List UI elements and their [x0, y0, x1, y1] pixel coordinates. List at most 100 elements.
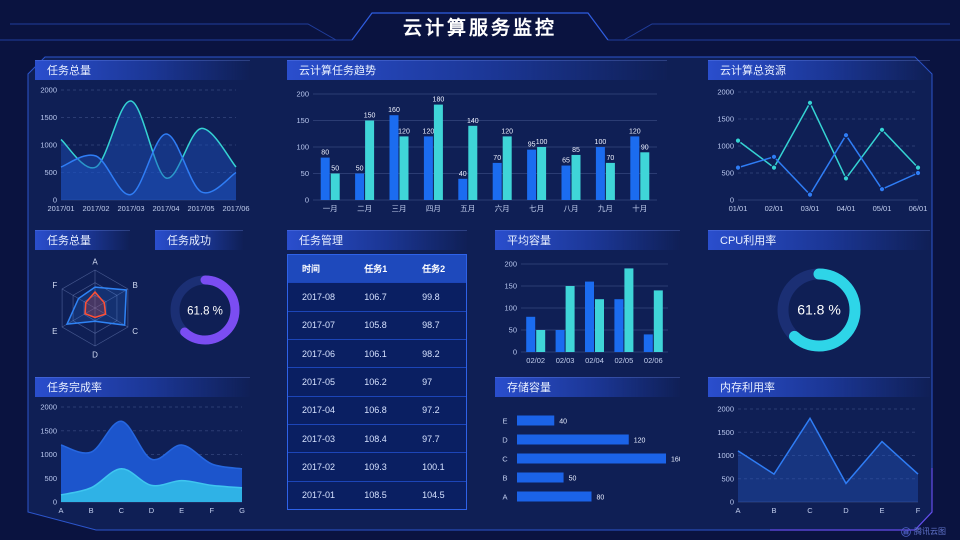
svg-text:1000: 1000	[717, 451, 734, 460]
svg-text:01/01: 01/01	[729, 204, 748, 213]
svg-text:F: F	[52, 281, 57, 290]
svg-text:A: A	[502, 493, 507, 502]
svg-text:95: 95	[528, 142, 536, 149]
table-row: 2017-05 106.2 97	[288, 367, 466, 395]
svg-text:0: 0	[513, 348, 517, 357]
panel-memory-utilization: 内存利用率 0 500 1000 1500 2000 A B C D E F	[708, 377, 930, 516]
header-circuit-decoration	[0, 12, 960, 41]
table-row: 2017-08 106.7 99.8	[288, 282, 466, 310]
panel-title-cpu-utilization: CPU利用率	[708, 230, 930, 250]
page-title: 云计算服务监控	[402, 18, 557, 39]
table-cell: 104.5	[422, 490, 445, 501]
svg-text:100: 100	[536, 139, 548, 146]
svg-text:A: A	[92, 258, 98, 267]
svg-text:0: 0	[305, 196, 309, 205]
svg-text:120: 120	[398, 128, 410, 135]
svg-text:06/01: 06/01	[909, 204, 928, 213]
svg-text:E: E	[179, 506, 184, 515]
table-cell: 97	[422, 376, 433, 387]
table-cell: 106.7	[364, 291, 387, 302]
table-row: 2017-07 105.8 98.7	[288, 310, 466, 339]
svg-text:100: 100	[595, 139, 607, 146]
svg-text:五月: 五月	[460, 204, 475, 213]
svg-text:E: E	[52, 327, 57, 336]
svg-text:02/02: 02/02	[526, 356, 545, 365]
panel-title-cloud-resources: 云计算总资源	[708, 60, 930, 80]
svg-text:02/01: 02/01	[765, 204, 784, 213]
table-cell: 2017-07	[302, 320, 336, 331]
panel-task-total-line: 任务总量 0 500 1000 1500 2000 2017/01 2017/02 2017/…	[35, 60, 250, 214]
panel-cloud-resources: 云计算总资源 0 500 1000 1500 2000 01/01 02/01 03/01 04…	[708, 60, 930, 214]
cloud-resources-line-chart: 0 500 1000 1500 2000 01/01 02/01 03/01 04/01 05/0…	[717, 88, 928, 214]
svg-text:2000: 2000	[717, 88, 734, 97]
svg-text:C: C	[132, 327, 138, 336]
svg-text:50: 50	[331, 166, 339, 173]
svg-text:1000: 1000	[717, 142, 734, 151]
svg-text:120: 120	[629, 128, 641, 135]
svg-text:F: F	[210, 506, 215, 515]
table-cell: 108.5	[364, 490, 387, 501]
svg-text:61.8 %: 61.8 %	[797, 302, 841, 318]
svg-text:1000: 1000	[40, 450, 57, 459]
svg-text:九月: 九月	[598, 204, 613, 213]
svg-text:120: 120	[501, 128, 513, 135]
svg-text:100: 100	[504, 304, 517, 313]
svg-text:0: 0	[730, 498, 734, 507]
table-cell: 2017-08	[302, 291, 336, 302]
watermark: 腾讯云图	[901, 526, 946, 537]
svg-text:G: G	[239, 506, 245, 515]
svg-text:2017/02: 2017/02	[82, 204, 109, 213]
svg-text:03/01: 03/01	[801, 204, 820, 213]
task-total-line-chart: 0 500 1000 1500 2000 2017/01 2017/02 2017/03 201…	[40, 86, 249, 214]
svg-text:六月: 六月	[495, 203, 510, 213]
memory-line-chart: 0 500 1000 1500 2000 A B C D E F	[717, 405, 920, 516]
svg-text:04/01: 04/01	[837, 204, 856, 213]
svg-text:C: C	[119, 506, 125, 515]
svg-text:61.8 %: 61.8 %	[187, 306, 223, 318]
panel-title-task-management: 任务管理	[287, 230, 467, 250]
table-cell: 106.8	[364, 405, 387, 416]
table-cell: 108.4	[364, 433, 387, 444]
svg-text:200: 200	[296, 90, 309, 99]
panel-title-completion-rate: 任务完成率	[35, 377, 250, 397]
svg-text:0: 0	[53, 196, 57, 205]
svg-text:500: 500	[44, 474, 57, 483]
svg-text:120: 120	[634, 438, 646, 445]
svg-text:C: C	[502, 455, 508, 464]
table-row: 2017-06 106.1 98.2	[288, 338, 466, 367]
svg-text:50: 50	[569, 476, 577, 483]
panel-cpu-utilization: CPU利用率 61.8 %	[708, 230, 930, 366]
panel-title-memory-utilization: 内存利用率	[708, 377, 930, 397]
svg-text:1500: 1500	[40, 426, 57, 435]
svg-text:D: D	[843, 506, 849, 515]
svg-text:二月: 二月	[357, 204, 372, 213]
svg-text:160: 160	[671, 457, 680, 464]
svg-text:四月: 四月	[426, 204, 441, 213]
svg-text:2000: 2000	[40, 86, 57, 95]
svg-text:0: 0	[53, 498, 57, 507]
svg-text:50: 50	[356, 166, 364, 173]
table-cell: 99.8	[422, 291, 440, 302]
task-table: 时间 任务1 任务2 2017-08 106.7 99.8 2017-07 105.8 98.7…	[287, 254, 467, 510]
panel-title-task-total-line: 任务总量	[35, 60, 250, 80]
panel-title-storage-capacity: 存储容量	[495, 377, 680, 397]
svg-text:十月: 十月	[632, 203, 647, 213]
svg-text:1000: 1000	[40, 141, 57, 150]
svg-text:2000: 2000	[717, 405, 734, 414]
table-cell: 2017-03	[302, 433, 336, 444]
svg-text:02/04: 02/04	[585, 356, 604, 365]
panel-task-success: 任务成功 61.8 %	[155, 230, 255, 366]
table-row: 2017-03 108.4 97.7	[288, 423, 466, 452]
svg-text:2017/01: 2017/01	[47, 204, 74, 213]
panel-title-task-radar: 任务总量	[35, 230, 130, 250]
svg-text:500: 500	[721, 474, 734, 483]
svg-text:A: A	[735, 506, 740, 515]
table-cell: 97.2	[422, 405, 440, 416]
table-cell: 2017-04	[302, 405, 336, 416]
svg-text:0: 0	[730, 196, 734, 205]
svg-text:E: E	[879, 506, 884, 515]
panel-title-avg-capacity: 平均容量	[495, 230, 680, 250]
svg-text:D: D	[149, 506, 155, 515]
cloudchart-logo-icon	[901, 526, 911, 537]
